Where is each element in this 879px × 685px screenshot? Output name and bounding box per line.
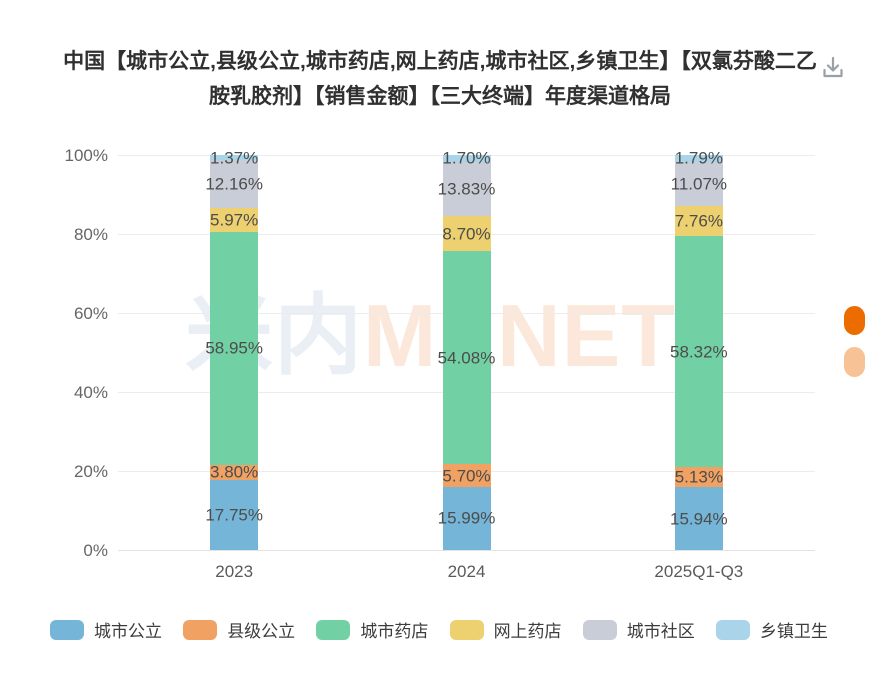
value-label-城市药店: 54.08% xyxy=(437,348,496,368)
value-label-城市药店: 58.32% xyxy=(669,342,728,362)
legend-label: 网上药店 xyxy=(493,622,562,641)
y-axis-tick: 40% xyxy=(73,383,108,402)
legend-swatch-icon xyxy=(715,619,750,640)
value-label-乡镇卫生: 1.79% xyxy=(674,148,723,168)
legend-label: 城市公立 xyxy=(94,622,162,641)
bar-segment-城市社区[interactable] xyxy=(210,160,259,209)
y-axis-tick: 80% xyxy=(73,225,108,244)
bar-segment-乡镇卫生[interactable] xyxy=(674,155,723,163)
value-label-网上药店: 7.76% xyxy=(674,211,723,231)
bar-segment-网上药店[interactable] xyxy=(674,205,723,237)
legend-item-网上药店[interactable]: 网上药店 xyxy=(449,617,562,642)
bar-segment-县级公立[interactable] xyxy=(210,464,259,480)
value-label-乡镇卫生: 1.37% xyxy=(210,148,259,168)
value-label-城市药店: 58.95% xyxy=(205,338,263,358)
stacked-bar-2025Q1-Q3 xyxy=(674,155,723,550)
bar-segment-县级公立[interactable] xyxy=(674,466,723,488)
bar-segment-城市社区[interactable] xyxy=(674,162,723,206)
legend-swatch-icon xyxy=(183,619,218,640)
chart-legend: 城市公立 县级公立 城市药店 网上药店 城市社区 乡镇卫生 xyxy=(50,617,828,642)
legend-item-县级公立[interactable]: 县级公立 xyxy=(183,617,295,642)
value-label-城市社区: 12.16% xyxy=(205,174,263,194)
chart-title: 中国【城市公立,县级公立,城市药店,网上药店,城市社区,乡镇卫生】【双氯芬酸二乙… xyxy=(63,50,817,108)
watermark-en: MENET xyxy=(363,286,677,385)
bar-segment-乡镇卫生[interactable] xyxy=(442,155,491,162)
legend-item-城市社区[interactable]: 城市社区 xyxy=(582,617,695,642)
value-label-县级公立: 5.13% xyxy=(674,467,723,487)
legend-swatch-icon xyxy=(449,619,484,640)
stacked-bar-2024 xyxy=(442,155,491,550)
x-axis-label: 2024 xyxy=(447,562,486,581)
y-axis-tick: 60% xyxy=(73,304,108,323)
value-label-网上药店: 8.70% xyxy=(442,224,491,244)
bar-segment-城市社区[interactable] xyxy=(442,161,491,217)
legend-label: 城市社区 xyxy=(626,622,695,641)
value-label-城市社区: 13.83% xyxy=(437,179,496,199)
scrollbar-thumb[interactable] xyxy=(844,306,865,335)
value-label-网上药店: 5.97% xyxy=(210,210,259,230)
value-label-县级公立: 3.80% xyxy=(210,462,259,482)
bar-segment-网上药店[interactable] xyxy=(210,208,259,233)
gridline xyxy=(118,550,815,551)
value-label-城市社区: 11.07% xyxy=(670,174,728,194)
legend-label: 城市药店 xyxy=(360,622,429,641)
bar-segment-城市药店[interactable] xyxy=(210,232,259,465)
legend-item-城市药店[interactable]: 城市药店 xyxy=(316,617,428,642)
download-icon[interactable] xyxy=(819,54,847,82)
stacked-bar-2023 xyxy=(210,155,259,550)
value-label-乡镇卫生: 1.70% xyxy=(442,148,491,168)
bar-segment-城市药店[interactable] xyxy=(442,250,491,465)
value-label-县级公立: 5.70% xyxy=(442,466,491,486)
bar-segment-城市公立[interactable] xyxy=(674,487,723,550)
bar-segment-县级公立[interactable] xyxy=(442,464,491,487)
value-label-城市公立: 17.75% xyxy=(205,505,263,525)
bar-segment-乡镇卫生[interactable] xyxy=(210,155,259,161)
menet-watermark: 米内MENET xyxy=(185,292,676,380)
y-axis-tick: 0% xyxy=(83,541,108,560)
legend-item-乡镇卫生[interactable]: 乡镇卫生 xyxy=(715,617,828,642)
bar-segment-城市公立[interactable] xyxy=(210,479,259,550)
value-label-城市公立: 15.99% xyxy=(437,508,496,528)
legend-swatch-icon xyxy=(316,619,351,640)
y-axis-tick: 20% xyxy=(73,462,108,481)
legend-item-城市公立[interactable]: 城市公立 xyxy=(50,617,162,642)
value-label-城市公立: 15.94% xyxy=(669,509,728,529)
bar-segment-城市药店[interactable] xyxy=(674,236,723,467)
legend-swatch-icon xyxy=(50,619,84,640)
scrollbar-track[interactable] xyxy=(844,347,865,377)
x-axis-label: 2023 xyxy=(215,562,254,581)
bar-segment-城市公立[interactable] xyxy=(442,486,491,550)
bar-segment-网上药店[interactable] xyxy=(442,216,491,251)
legend-swatch-icon xyxy=(582,619,617,640)
y-axis-tick: 100% xyxy=(64,146,108,165)
legend-label: 县级公立 xyxy=(227,622,296,641)
legend-label: 乡镇卫生 xyxy=(759,622,828,641)
x-axis-label: 2025Q1-Q3 xyxy=(654,562,744,581)
